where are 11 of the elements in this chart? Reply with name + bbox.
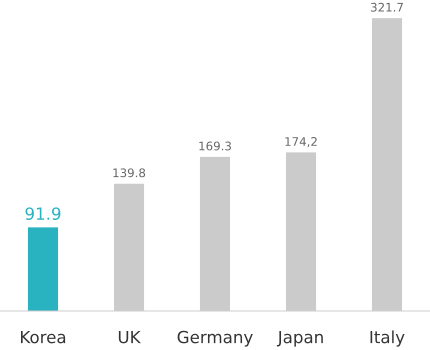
data-label: 169.3 <box>199 141 231 150</box>
data-label: 91.9 <box>25 207 60 220</box>
x-tick-label: Korea <box>21 330 66 344</box>
data-label: 139.8 <box>113 168 146 178</box>
x-tick-label: UK <box>118 330 141 344</box>
x-tick-label: Japan <box>276 330 323 347</box>
bar <box>28 227 58 311</box>
data-label: 174,2 <box>285 137 317 148</box>
x-tick-label: Germany <box>178 330 253 347</box>
data-label: 321.7 <box>371 2 403 12</box>
x-tick-label: Italy <box>370 330 405 347</box>
